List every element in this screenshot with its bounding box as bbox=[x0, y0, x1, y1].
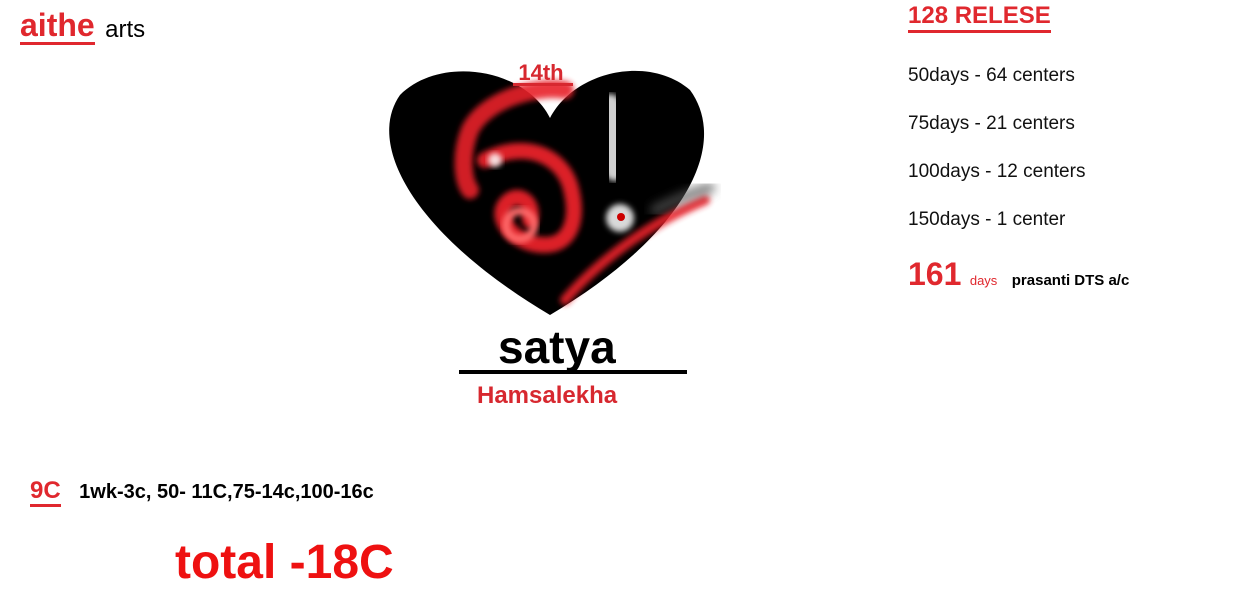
run-stat: 50days - 64 centers bbox=[908, 65, 1075, 86]
collection-detail: 1wk-3c, 50- 11C,75-14c,100-16c bbox=[79, 481, 374, 503]
heart-shape bbox=[389, 70, 705, 316]
logo-label: 14th bbox=[518, 60, 563, 85]
movie-title: satya bbox=[498, 321, 616, 373]
collection-total: total -18C bbox=[175, 536, 394, 589]
final-run-unit: days bbox=[969, 273, 998, 288]
collection-row: 9C 1wk-3c, 50- 11C,75-14c,100-16c bbox=[30, 478, 374, 507]
glyph-dot-center bbox=[617, 213, 625, 221]
run-stat: 75days - 21 centers bbox=[908, 113, 1075, 134]
run-stat: 150days - 1 center bbox=[908, 209, 1066, 230]
final-run: 161 days prasanti DTS a/c bbox=[908, 256, 1129, 293]
logo-label-underline bbox=[513, 83, 573, 86]
run-stat: 100days - 12 centers bbox=[908, 161, 1086, 182]
release-heading: 128 RELESE bbox=[908, 2, 1051, 33]
glyph-brushstroke bbox=[454, 80, 715, 305]
glyph-highlight bbox=[488, 153, 502, 167]
brand: aithe arts bbox=[20, 8, 145, 52]
collection-badge: 9C bbox=[30, 478, 61, 507]
final-run-days: 161 bbox=[908, 256, 962, 292]
heart-logo: 14th bbox=[389, 60, 715, 316]
final-run-note: prasanti DTS a/c bbox=[1011, 272, 1130, 289]
title-underline bbox=[459, 370, 687, 374]
brand-name: aithe bbox=[20, 7, 95, 45]
brand-suffix: arts bbox=[105, 16, 146, 43]
composer-name: Hamsalekha bbox=[477, 382, 618, 409]
